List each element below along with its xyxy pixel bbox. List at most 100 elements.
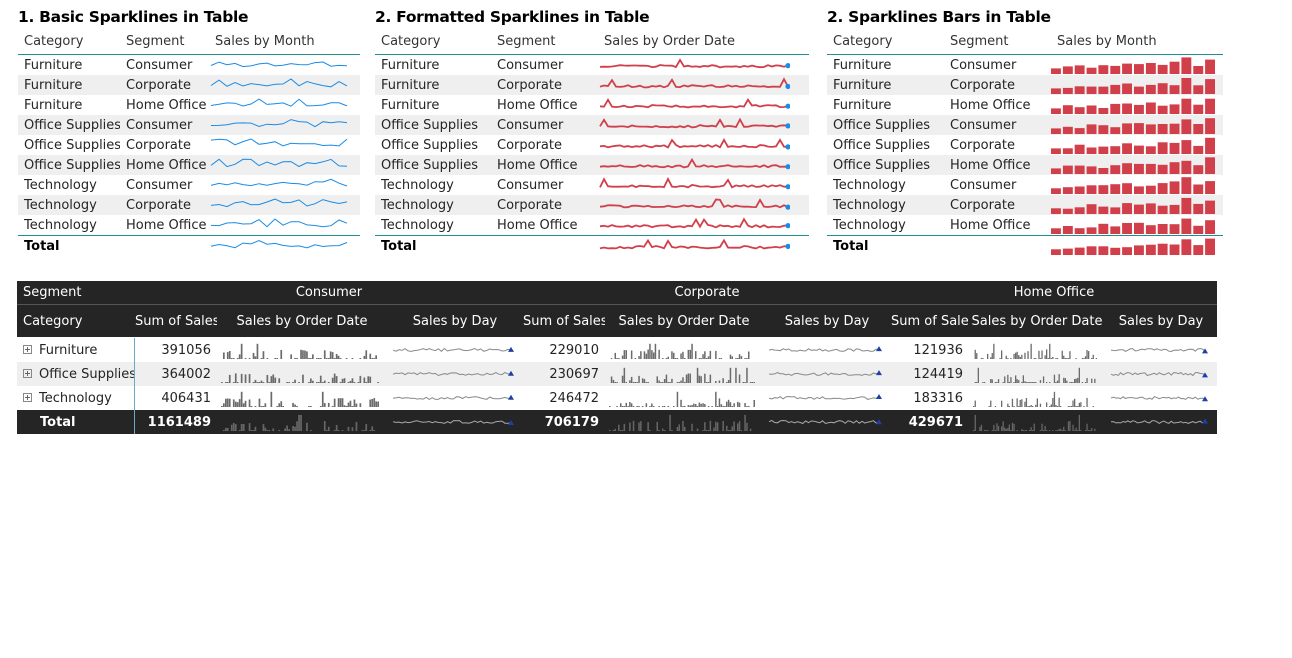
sparkline-bar — [656, 375, 658, 383]
table-row[interactable]: Furniture Consumer — [18, 55, 360, 76]
sparkline-bar — [1035, 404, 1037, 407]
sparkline-bar — [1016, 397, 1018, 407]
measure-header-sales-by-day[interactable]: Sales by Day — [412, 313, 498, 329]
sparkline-bar — [707, 405, 710, 407]
sparkline-bar — [333, 373, 336, 383]
measure-header-sales-by-day[interactable]: Sales by Day — [784, 313, 870, 329]
segment-header-corporate[interactable]: Corporate — [674, 285, 740, 300]
expand-icon[interactable] — [23, 344, 32, 354]
table-row[interactable]: Furniture Consumer — [827, 55, 1223, 76]
sparkline-bar — [707, 430, 710, 431]
table-row[interactable]: Furniture Home Office — [827, 95, 1223, 115]
table-row[interactable]: Technology Consumer — [18, 175, 360, 195]
measure-header-sum-of-sales[interactable]: Sum of Sales — [523, 313, 605, 329]
sparkline-bar — [684, 427, 686, 431]
category-cell: Technology — [381, 217, 454, 233]
column-header-sparkline[interactable]: Sales by Order Date — [604, 33, 735, 49]
sparkline-bar — [704, 373, 706, 383]
sparkline-bar — [298, 414, 300, 431]
sparkline-end-marker — [508, 370, 514, 376]
table-row[interactable]: Furniture Home Office — [18, 95, 360, 115]
measure-header-sales-by-order-date[interactable]: Sales by Order Date — [971, 313, 1103, 329]
table-row[interactable]: Office Supplies Home Office — [827, 155, 1223, 175]
sparkline-bar — [1032, 430, 1034, 431]
segment-header-consumer[interactable]: Consumer — [295, 285, 363, 300]
measure-header-sum-of-sales[interactable]: Sum of Sales — [891, 313, 969, 329]
table-row[interactable]: Technology Corporate — [18, 195, 360, 215]
table-row[interactable]: Office Supplies Consumer — [827, 115, 1223, 135]
measure-header-sum-of-sales[interactable]: Sum of Sales — [135, 313, 217, 329]
table-row[interactable]: Office Supplies Home Office — [375, 155, 809, 175]
expand-icon[interactable] — [23, 392, 32, 402]
table-row[interactable]: Office Supplies Corporate — [18, 135, 360, 155]
sparkline-bar — [1086, 204, 1097, 214]
sparkline-bar — [976, 352, 978, 359]
sparkline-bar — [1169, 61, 1180, 74]
sparkline-bar — [225, 398, 227, 407]
sparkline-bar — [232, 398, 235, 407]
table-row[interactable]: Technology Consumer — [827, 175, 1223, 195]
table-row[interactable]: Furniture Corporate — [18, 75, 360, 95]
category-column-header[interactable]: Category — [23, 313, 83, 329]
sparkline-bar — [726, 381, 728, 383]
table-row[interactable]: Furniture Corporate — [827, 75, 1223, 95]
sales-by-order-date-cell — [217, 390, 387, 407]
sparkline-bar — [629, 401, 631, 407]
sparkline-bar — [1145, 124, 1156, 134]
segment-header-home-office[interactable]: Home Office — [1013, 285, 1095, 300]
category-cell: Office Supplies — [381, 117, 479, 133]
table-row[interactable]: Office Supplies Consumer — [18, 115, 360, 135]
column-header-category[interactable]: Category — [24, 33, 84, 49]
table-row[interactable]: Office Supplies Home Office — [18, 155, 360, 175]
matrix-row[interactable]: Office Supplies 364002 230697 124419 — [17, 362, 1217, 386]
column-header-segment[interactable]: Segment — [126, 33, 185, 49]
column-header-segment[interactable]: Segment — [950, 33, 1009, 49]
sparkline-chart — [768, 370, 882, 376]
sparkline-bar — [323, 380, 326, 383]
sparkline-bar — [651, 403, 653, 407]
table-row[interactable]: Furniture Home Office — [375, 95, 809, 115]
measure-header-sales-by-order-date[interactable]: Sales by Order Date — [618, 313, 750, 329]
measure-header-sales-by-order-date[interactable]: Sales by Order Date — [236, 313, 368, 329]
measure-header-sales-by-day[interactable]: Sales by Day — [1118, 313, 1204, 329]
expand-icon[interactable] — [23, 368, 32, 378]
sparkline-bar — [1083, 357, 1085, 359]
matrix-row[interactable]: Technology 406431 246472 183316 — [17, 386, 1217, 410]
sparkline-bar — [718, 380, 721, 383]
table-row[interactable]: Technology Consumer — [375, 175, 809, 195]
sparkline-bar-chart — [223, 343, 377, 359]
table-row[interactable]: Furniture Consumer — [375, 55, 809, 76]
table-row[interactable]: Technology Home Office — [827, 215, 1223, 236]
sparkline-bar — [223, 430, 225, 431]
sparkline-bar — [973, 430, 975, 431]
table-row[interactable]: Furniture Corporate — [375, 75, 809, 95]
table-row[interactable]: Office Supplies Corporate — [375, 135, 809, 155]
sparkline-bar — [1041, 423, 1043, 431]
column-header-category[interactable]: Category — [381, 33, 441, 49]
matrix-row[interactable]: Furniture 391056 229010 121936 — [17, 338, 1217, 362]
column-header-category[interactable]: Category — [833, 33, 893, 49]
table-row[interactable]: Office Supplies Corporate — [827, 135, 1223, 155]
sparkline-bar — [1056, 357, 1059, 359]
sparkline-bar — [737, 401, 739, 407]
column-header-sparkline[interactable]: Sales by Month — [215, 33, 315, 49]
sparkline-path — [210, 158, 348, 168]
matrix-total-row[interactable]: Total 1161489 706179 429671 — [17, 410, 1217, 434]
table-row[interactable]: Technology Corporate — [375, 195, 809, 215]
column-header-segment[interactable]: Segment — [497, 33, 556, 49]
table-row[interactable]: Technology Corporate — [827, 195, 1223, 215]
column-header-sparkline[interactable]: Sales by Month — [1057, 33, 1157, 49]
sparkline-bar — [272, 374, 275, 383]
table-row[interactable]: Office Supplies Consumer — [375, 115, 809, 135]
table-row[interactable]: Technology Home Office — [375, 215, 809, 236]
sales-by-order-date-cell — [217, 342, 387, 359]
total-segment-cell — [944, 236, 1051, 257]
table-row[interactable]: Technology Home Office — [18, 215, 360, 236]
sparkline-bar — [312, 353, 314, 359]
sparkline-end-marker — [785, 243, 790, 249]
sparkline-bar — [1004, 427, 1006, 431]
sparkline-bar — [715, 380, 717, 383]
sparkline-bar — [1134, 64, 1144, 74]
sparkline-bar — [316, 357, 318, 359]
sparkline-bar — [312, 380, 314, 383]
